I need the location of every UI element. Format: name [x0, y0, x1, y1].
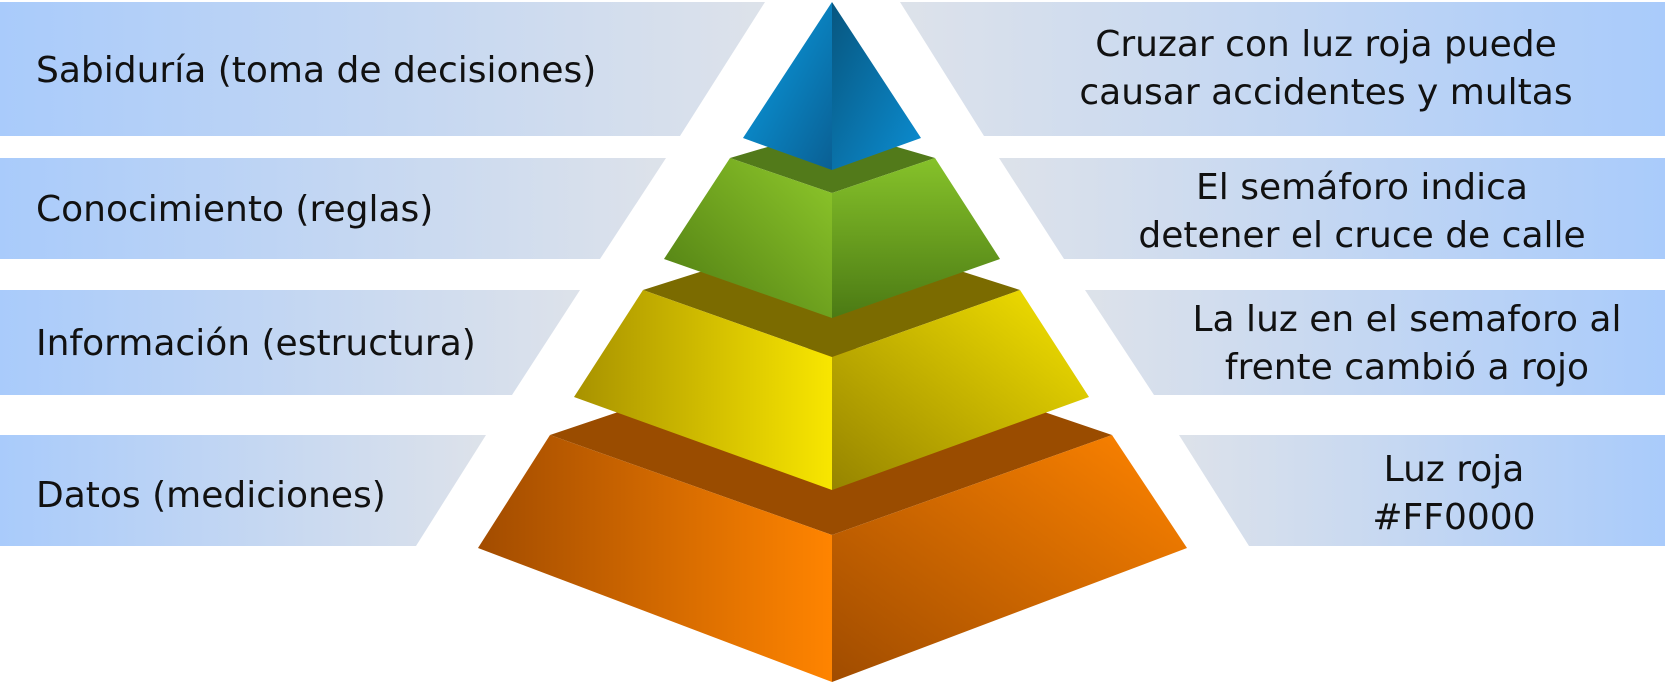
right-label-data-line-2: #FF0000	[1372, 497, 1535, 538]
band-right-information	[1085, 290, 1665, 395]
right-label-knowledge-line-2: detener el cruce de calle	[1138, 215, 1585, 256]
tier-wisdom-left-face	[743, 2, 832, 170]
band-right-wisdom	[900, 2, 1665, 136]
tier-information-right-face	[832, 290, 1089, 490]
tier-data-right-face	[832, 435, 1187, 682]
left-label-data: Datos (mediciones)	[36, 475, 386, 516]
right-label-knowledge-line-1: El semáforo indica	[1196, 167, 1528, 208]
tier-information-left-face	[574, 290, 832, 490]
right-label-data-line-1: Luz roja	[1384, 449, 1525, 490]
right-label-information-line-1: La luz en el semaforo al	[1193, 299, 1622, 340]
left-label-knowledge: Conocimiento (reglas)	[36, 189, 433, 230]
band-right-knowledge	[999, 158, 1665, 259]
tier-data-left-face	[478, 435, 832, 682]
band-left-data	[0, 435, 486, 546]
right-label-information-line-2: frente cambió a rojo	[1225, 347, 1589, 388]
tier-knowledge-left-face	[664, 158, 832, 318]
band-right-data	[1179, 435, 1665, 546]
right-label-wisdom-line-1: Cruzar con luz roja puede	[1095, 24, 1557, 65]
pyramid-tier-wisdom	[743, 2, 921, 170]
band-left-information	[0, 290, 580, 395]
band-left-knowledge	[0, 158, 666, 259]
left-label-information: Información (estructura)	[36, 323, 476, 364]
band-left-wisdom	[0, 2, 765, 136]
tier-wisdom-right-face	[832, 2, 921, 170]
right-label-wisdom-line-2: causar accidentes y multas	[1079, 72, 1572, 113]
tier-knowledge-right-face	[832, 158, 1000, 318]
left-label-wisdom: Sabiduría (toma de decisiones)	[36, 50, 596, 91]
